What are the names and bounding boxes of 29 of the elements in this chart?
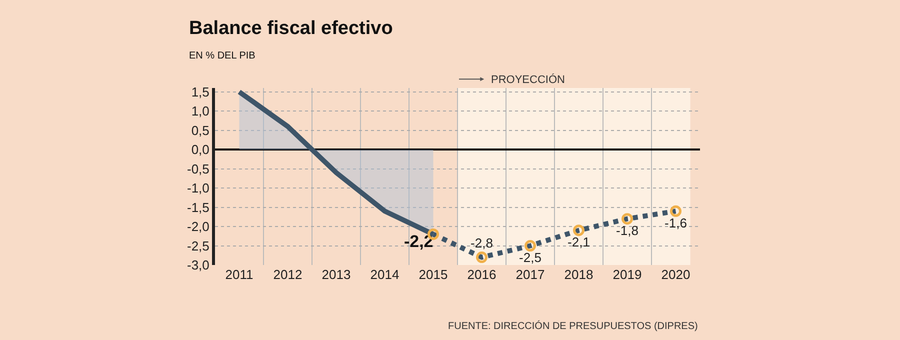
source-note: FUENTE: DIRECCIÓN DE PRESUPUESTOS (DIPRES) — [448, 320, 698, 332]
y-tick-label: -2,0 — [186, 219, 210, 234]
x-tick-label: 2020 — [661, 267, 690, 282]
data-label: -2,8 — [470, 235, 493, 250]
y-tick-label: -1,5 — [186, 200, 210, 215]
y-tick-label: 1,5 — [191, 84, 210, 100]
y-tick-label: -1,0 — [186, 180, 210, 196]
x-tick-label: 2011 — [225, 267, 254, 282]
data-label: -1,6 — [664, 216, 687, 231]
chart-title: Balance fiscal efectivo — [189, 18, 393, 39]
x-tick-label: 2017 — [516, 267, 545, 282]
data-label: -1,8 — [616, 223, 638, 238]
x-tick-label: 2016 — [467, 267, 496, 282]
y-tick-label: -3,0 — [186, 258, 210, 273]
y-tick-label: -2,5 — [186, 238, 210, 254]
y-tick-label: 1,0 — [191, 104, 210, 119]
y-tick-label: -0,5 — [186, 161, 210, 176]
x-tick-label: 2013 — [322, 267, 351, 282]
x-tick-label: 2012 — [273, 267, 302, 282]
x-tick-label: 2015 — [418, 267, 448, 282]
y-tick-label: 0,5 — [191, 122, 210, 138]
y-tick-label: 0,0 — [191, 142, 210, 158]
data-label: -2,1 — [568, 234, 590, 250]
chart-subtitle: EN % DEL PIB — [189, 50, 256, 62]
data-label: -2,5 — [519, 250, 542, 266]
x-tick-label: 2018 — [564, 267, 594, 282]
x-tick-label: 2019 — [612, 267, 642, 282]
x-tick-label: 2014 — [370, 267, 400, 282]
band-label: PROYECCIÓN — [491, 73, 566, 86]
